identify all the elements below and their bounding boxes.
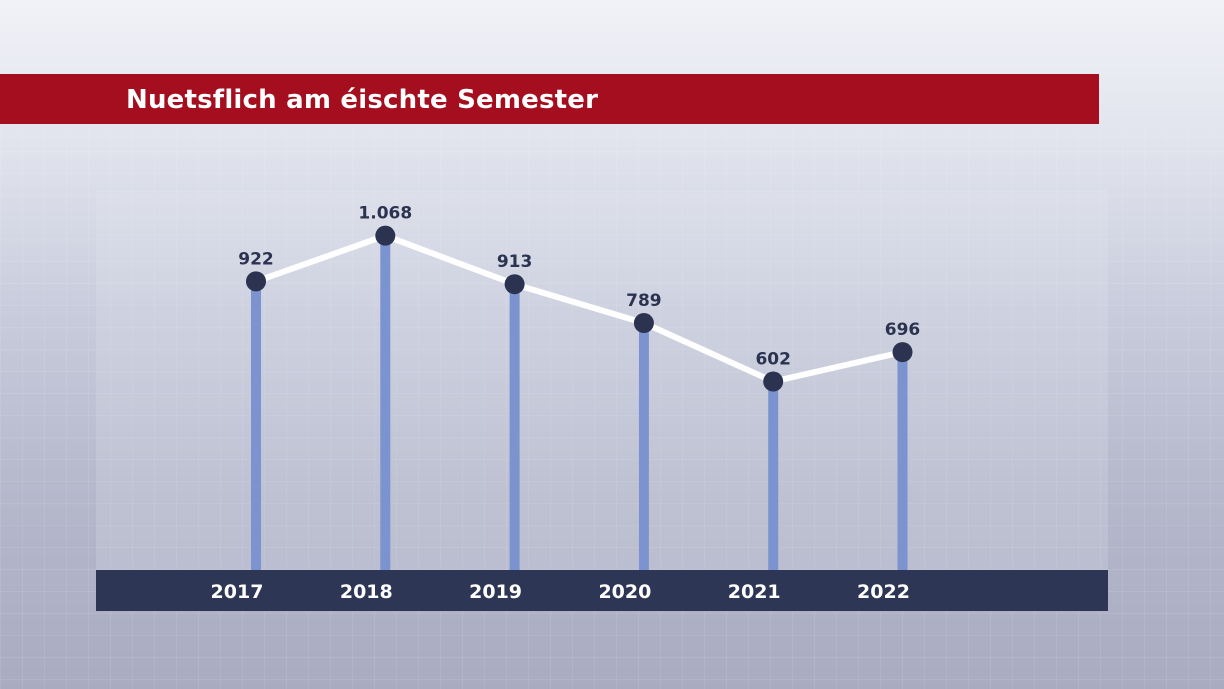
marker-2020 bbox=[633, 313, 654, 334]
bar-2019 bbox=[509, 284, 520, 570]
marker-2018 bbox=[375, 225, 396, 246]
plot-area bbox=[96, 190, 1108, 570]
bar-2022 bbox=[897, 352, 908, 570]
marker-2017 bbox=[246, 271, 266, 292]
bar-2018 bbox=[380, 235, 391, 571]
bar-2017 bbox=[251, 281, 261, 570]
data-label-2019: 913 bbox=[497, 252, 533, 272]
marker-2019 bbox=[504, 274, 525, 295]
data-label-2020: 789 bbox=[626, 291, 662, 311]
title-bar: Nuetsflich am éischte Semester bbox=[0, 74, 1099, 124]
x-axis-bar bbox=[96, 570, 1108, 611]
x-tick-label-2022: 2022 bbox=[857, 581, 910, 603]
marker-2021 bbox=[763, 371, 784, 392]
marker-2022 bbox=[892, 342, 913, 363]
data-label-2018: 1.068 bbox=[358, 204, 412, 224]
series-line bbox=[253, 232, 906, 385]
data-label-2017: 922 bbox=[238, 249, 274, 269]
bar-2021 bbox=[768, 381, 779, 570]
x-tick-label-2018: 2018 bbox=[340, 581, 393, 603]
data-label-2021: 602 bbox=[755, 350, 791, 370]
data-label-2022: 696 bbox=[885, 320, 921, 340]
x-tick-label-2020: 2020 bbox=[598, 581, 651, 603]
bar-2020 bbox=[638, 323, 649, 570]
x-tick-label-2021: 2021 bbox=[728, 581, 781, 603]
x-tick-label-2019: 2019 bbox=[469, 581, 522, 603]
x-tick-label-2017: 2017 bbox=[211, 581, 264, 603]
chart-title: Nuetsflich am éischte Semester bbox=[126, 85, 599, 115]
